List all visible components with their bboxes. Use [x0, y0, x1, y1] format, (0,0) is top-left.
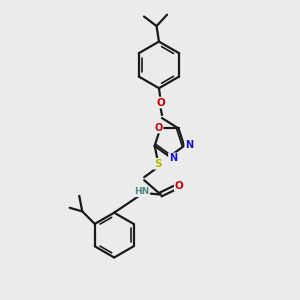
- Text: O: O: [175, 181, 184, 190]
- Text: O: O: [156, 98, 165, 107]
- Text: HN: HN: [134, 187, 149, 196]
- Text: S: S: [154, 159, 161, 169]
- Text: N: N: [169, 153, 177, 164]
- Text: N: N: [185, 140, 193, 150]
- Text: O: O: [154, 123, 163, 133]
